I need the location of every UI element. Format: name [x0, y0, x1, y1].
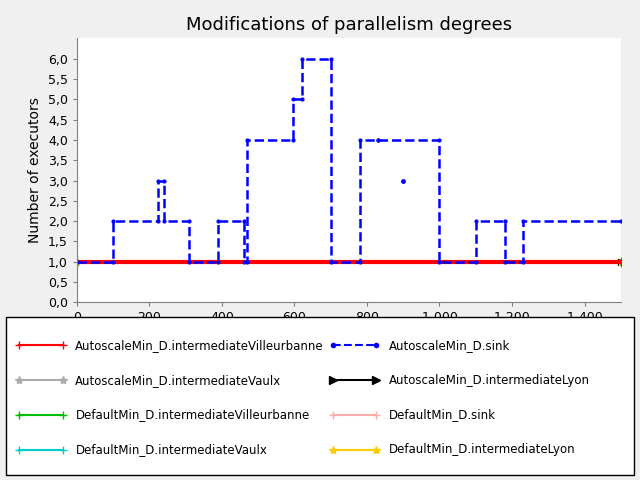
Text: AutoscaleMin_D.intermediateVilleurbanne: AutoscaleMin_D.intermediateVilleurbanne	[76, 339, 324, 352]
Title: Modifications of parallelism degrees: Modifications of parallelism degrees	[186, 16, 512, 34]
Text: AutoscaleMin_D.intermediateLyon: AutoscaleMin_D.intermediateLyon	[389, 373, 590, 387]
Text: DefaultMin_D.sink: DefaultMin_D.sink	[389, 408, 496, 421]
Y-axis label: Number of executors: Number of executors	[28, 97, 42, 243]
Text: DefaultMin_D.intermediateVilleurbanne: DefaultMin_D.intermediateVilleurbanne	[76, 408, 310, 421]
Text: DefaultMin_D.intermediateLyon: DefaultMin_D.intermediateLyon	[389, 444, 575, 456]
Text: AutoscaleMin_D.intermediateVaulx: AutoscaleMin_D.intermediateVaulx	[76, 373, 282, 387]
Text: AutoscaleMin_D.sink: AutoscaleMin_D.sink	[389, 339, 510, 352]
Text: DefaultMin_D.intermediateVaulx: DefaultMin_D.intermediateVaulx	[76, 444, 268, 456]
X-axis label: timestamp (in s): timestamp (in s)	[286, 330, 412, 345]
